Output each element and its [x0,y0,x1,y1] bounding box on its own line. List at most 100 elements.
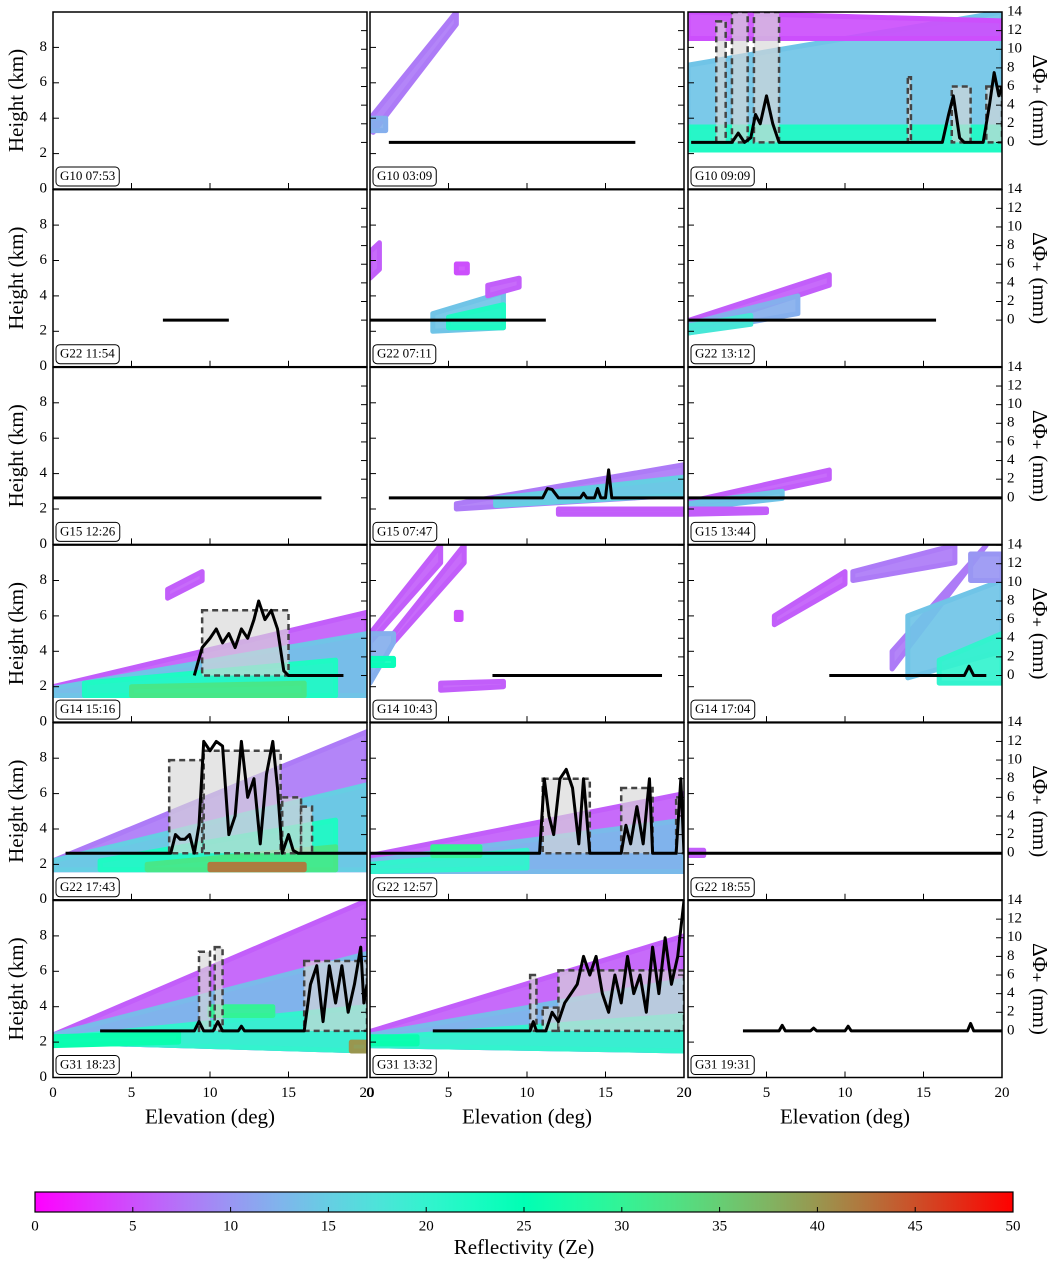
panel-label: G22 11:54 [60,346,115,361]
echo [165,569,205,601]
y2-tick-label: 4 [1007,97,1015,113]
x-tick-label: 0 [684,1085,692,1101]
panel [53,569,367,699]
y2-tick-label: 14 [1007,3,1023,19]
colorbar-tick-label: 10 [223,1218,238,1234]
y-tick-label: 4 [40,643,48,659]
phi-box [213,945,224,1033]
panel-label-box [372,344,437,365]
panel [688,467,1002,517]
y2-tick-label: 0 [1007,489,1015,505]
phi-line [691,71,1002,144]
y2-tick-label: 4 [1007,274,1015,290]
echo [370,1034,420,1047]
panel-label-box [55,344,120,365]
panel-label: G15 13:44 [695,523,751,538]
panel-frame [369,11,685,190]
panel-label: G14 17:04 [695,701,751,716]
panel-label: G22 13:12 [695,346,750,361]
panel-label: G14 15:16 [60,701,116,716]
y-axis-label: Height (km) [4,760,28,863]
y-tick-label: 4 [40,287,48,303]
y2-tick-label: 2 [1007,648,1015,664]
y2-tick-label: 4 [1007,630,1015,646]
panel-label: G10 09:09 [695,168,750,183]
panel-label-box [372,699,437,720]
panel-label-box [690,1055,755,1075]
x-axis-label: Elevation (deg) [145,1104,275,1128]
phi-line [370,767,684,855]
echo [453,261,470,276]
phi-box [730,12,749,144]
panel-frame [687,188,1003,368]
x-tick-label: 15 [598,1085,613,1101]
panel [370,12,636,144]
panel-frame [52,11,368,190]
y-tick-label: 2 [40,1034,48,1050]
y2-axis-label: ΔΦ₊ (mm) [1028,55,1052,147]
colorbar-tick-label: 0 [31,1218,39,1234]
y2-axis-label: ΔΦ₊ (mm) [1028,943,1052,1035]
phi-line [829,664,987,678]
phi-box [197,950,212,1033]
y2-tick-label: 14 [1007,714,1023,730]
y2-tick-label: 14 [1007,181,1023,197]
y2-tick-label: 8 [1007,237,1015,253]
x-tick-label: 5 [128,1085,136,1101]
phi-box [906,75,913,144]
echo [370,847,530,874]
y-axis-label: Height (km) [4,582,28,685]
y2-tick-label: 4 [1007,452,1015,468]
y2-tick-label: 8 [1007,770,1015,786]
panel-label: G22 12:57 [377,879,433,894]
panel [742,1021,1002,1033]
y-tick-label: 0 [40,714,48,730]
phi-line [100,945,367,1033]
y-tick-label: 8 [40,217,48,233]
colorbar-tick-label: 5 [129,1218,137,1234]
y2-axis-label: ΔΦ₊ (mm) [1028,232,1052,324]
y2-tick-label: 12 [1007,200,1022,216]
x-tick-label: 5 [445,1085,453,1101]
y2-tick-label: 6 [1007,611,1015,627]
panel [53,900,367,1054]
x-axis-label: Elevation (deg) [462,1104,592,1128]
panel [370,545,663,693]
panel-label: G10 03:09 [377,168,432,183]
y2-axis-label: ΔΦ₊ (mm) [1028,765,1052,857]
y-tick-label: 6 [40,430,48,446]
y-tick-label: 8 [40,39,48,55]
panel-label-box [372,877,438,898]
echo [555,506,684,517]
panel-frame [369,188,685,368]
panel-frame [369,366,685,546]
y-tick-label: 4 [40,110,48,126]
y2-tick-label: 6 [1007,78,1015,94]
panel [370,767,684,874]
panel [688,272,937,336]
phi-line [432,900,684,1033]
panel [688,12,1002,153]
y2-tick-label: 8 [1007,415,1015,431]
x-tick-label: 10 [520,1085,535,1101]
y2-tick-label: 10 [1007,41,1022,57]
y-axis-label: Height (km) [4,227,28,330]
colorbar-tick-label: 40 [810,1218,825,1234]
panel-label: G22 07:11 [377,346,432,361]
y2-tick-label: 6 [1007,789,1015,805]
phi-box [299,805,314,855]
colorbar-tick-label: 50 [1006,1218,1021,1234]
y2-tick-label: 2 [1007,115,1015,131]
colorbar-tick-label: 20 [419,1218,434,1234]
colorbar-label: Reflectivity (Ze) [454,1235,595,1259]
y-tick-label: 4 [40,820,48,836]
panel [388,462,684,517]
y2-tick-label: 0 [1007,312,1015,328]
panel [370,900,684,1054]
y-tick-label: 8 [40,394,48,410]
y2-tick-label: 6 [1007,433,1015,449]
x-tick-label: 15 [916,1085,931,1101]
y-tick-label: 2 [40,678,48,694]
panel-label: G31 18:23 [60,1056,115,1071]
